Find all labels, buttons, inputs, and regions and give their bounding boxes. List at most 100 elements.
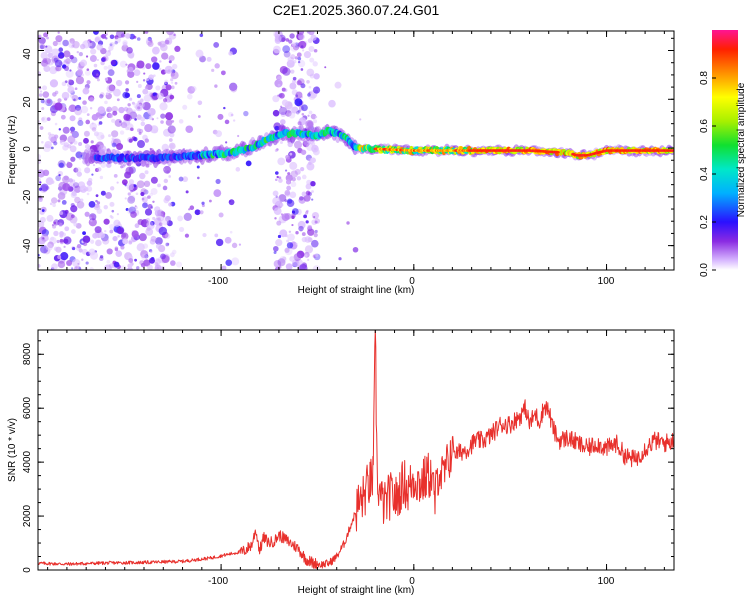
noise-cell xyxy=(291,42,296,47)
noise-cell xyxy=(125,208,129,212)
noise-cell xyxy=(116,212,119,216)
noise-cell xyxy=(124,80,130,85)
colorbar-label: Normalized spectral amplitude xyxy=(736,82,747,217)
noise-cell xyxy=(101,57,106,62)
noise-cell xyxy=(100,134,105,139)
noise-cell xyxy=(291,177,296,182)
spectrogram-xtick-label: 100 xyxy=(598,276,615,287)
noise-cell xyxy=(52,203,56,208)
noise-cell xyxy=(50,61,54,65)
noise-cell xyxy=(39,90,43,93)
noise-cell xyxy=(225,141,228,144)
noise-cell xyxy=(199,210,204,215)
noise-cell xyxy=(289,161,298,170)
noise-cell xyxy=(297,60,301,64)
noise-cell xyxy=(289,33,295,39)
noise-cell xyxy=(178,226,185,233)
noise-cell xyxy=(156,213,165,222)
noise-cell xyxy=(301,104,308,112)
noise-cell xyxy=(291,215,295,220)
noise-cell xyxy=(70,202,75,208)
noise-cell xyxy=(287,198,293,204)
noise-cell xyxy=(160,43,168,52)
noise-cell xyxy=(96,167,102,172)
noise-cell xyxy=(305,183,312,190)
noise-cell xyxy=(73,140,78,145)
noise-cell xyxy=(60,114,66,120)
noise-cell xyxy=(84,167,91,174)
noise-cell xyxy=(114,119,123,127)
noise-cell xyxy=(160,120,164,124)
figure-title: C2E1.2025.360.07.24.G01 xyxy=(273,2,440,18)
noise-cell xyxy=(147,204,153,210)
noise-cell xyxy=(109,224,115,230)
noise-cell xyxy=(126,107,133,115)
noise-cell xyxy=(103,218,110,225)
noise-cell xyxy=(52,101,56,105)
noise-cell xyxy=(93,131,99,137)
noise-cell xyxy=(115,79,123,87)
noise-cell xyxy=(298,40,307,49)
noise-cell xyxy=(165,112,174,121)
noise-cell xyxy=(138,131,142,135)
noise-cell xyxy=(280,119,286,125)
snr-ytick-label: 2000 xyxy=(22,504,33,527)
noise-cell xyxy=(279,203,284,207)
noise-cell xyxy=(88,200,96,208)
noise-cell xyxy=(103,65,108,70)
noise-cell xyxy=(280,105,283,108)
noise-cell xyxy=(296,52,302,58)
noise-cell xyxy=(310,113,317,120)
noise-cell xyxy=(111,137,115,140)
noise-cell xyxy=(303,194,311,202)
noise-cell xyxy=(277,83,281,87)
noise-cell xyxy=(289,191,297,199)
noise-cell xyxy=(92,232,99,239)
noise-cell xyxy=(187,86,195,94)
colorbar-tick-label: 0.2 xyxy=(699,215,710,229)
noise-cell xyxy=(112,235,118,242)
noise-cell xyxy=(282,67,291,76)
noise-cell xyxy=(89,216,92,220)
noise-cell xyxy=(96,208,103,214)
noise-cell xyxy=(161,218,169,226)
noise-cell xyxy=(289,256,295,262)
noise-cell xyxy=(279,256,287,264)
noise-cell xyxy=(145,38,152,44)
noise-cell xyxy=(307,228,315,236)
noise-cell xyxy=(306,209,309,213)
noise-cell xyxy=(51,197,58,204)
colorbar-tick-label: 0.4 xyxy=(699,167,710,181)
noise-cell xyxy=(178,176,184,182)
noise-cell xyxy=(147,264,153,270)
noise-cell xyxy=(78,248,83,253)
noise-cell xyxy=(45,243,53,251)
ridge-peak-cell xyxy=(556,151,560,154)
noise-cell xyxy=(289,82,297,90)
noise-cell xyxy=(149,39,153,43)
noise-cell xyxy=(146,77,150,81)
noise-cell xyxy=(290,181,297,188)
noise-cell xyxy=(109,201,115,207)
noise-cell xyxy=(135,103,143,112)
colorbar-tick-label: 0.8 xyxy=(699,71,710,85)
noise-cell xyxy=(155,237,163,245)
noise-cell xyxy=(78,266,82,270)
noise-cell xyxy=(201,201,205,205)
noise-cell xyxy=(44,236,49,241)
noise-cell xyxy=(284,199,288,203)
noise-cell xyxy=(109,41,115,48)
noise-cell xyxy=(44,140,52,149)
noise-cell xyxy=(99,175,104,180)
noise-cell xyxy=(74,196,81,204)
noise-cell xyxy=(142,243,149,249)
noise-cell xyxy=(84,211,90,217)
noise-cell xyxy=(223,106,226,110)
snr-series-line xyxy=(38,330,674,569)
noise-cell xyxy=(96,43,104,51)
noise-cell xyxy=(185,125,194,134)
noise-cell xyxy=(150,176,158,184)
noise-cell xyxy=(133,35,137,39)
noise-cell xyxy=(123,163,127,167)
noise-cell xyxy=(116,181,119,184)
